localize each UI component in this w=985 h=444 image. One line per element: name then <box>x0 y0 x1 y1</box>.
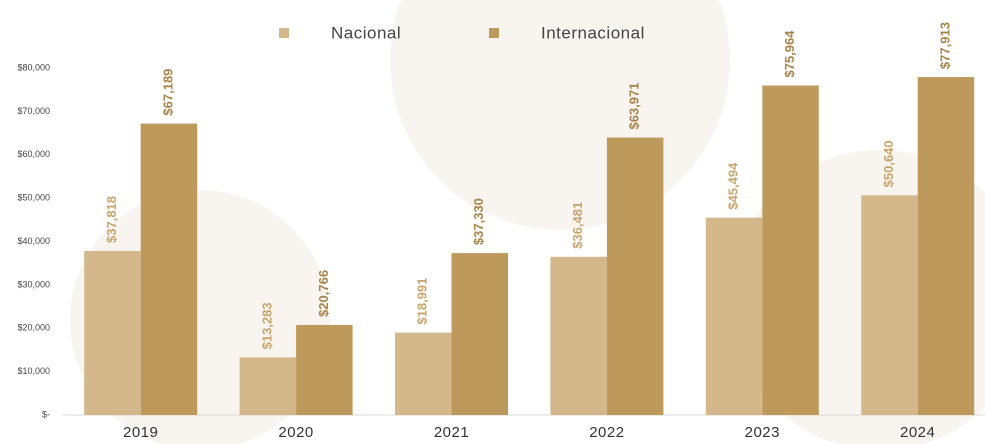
bar <box>762 85 819 415</box>
y-tick-label: $40,000 <box>17 236 50 246</box>
value-label: $67,189 <box>160 69 175 116</box>
value-label: $18,991 <box>415 278 430 325</box>
y-tick-label: $- <box>42 409 50 419</box>
x-tick-label: 2022 <box>589 424 624 441</box>
value-label: $36,481 <box>570 202 585 249</box>
value-label: $20,766 <box>316 270 331 317</box>
y-tick-label: $70,000 <box>17 106 50 116</box>
y-tick-label: $50,000 <box>17 193 50 203</box>
legend-label: Nacional <box>331 23 401 42</box>
y-tick-label: $20,000 <box>17 323 50 333</box>
y-tick-label: $80,000 <box>17 62 50 72</box>
bar <box>606 137 664 415</box>
y-tick-label: $30,000 <box>17 279 50 289</box>
value-label: $50,640 <box>881 140 896 187</box>
value-label: $77,913 <box>937 22 952 69</box>
value-label: $37,818 <box>104 196 119 243</box>
value-label: $63,971 <box>627 83 642 130</box>
bar <box>550 256 607 415</box>
bar <box>395 332 452 415</box>
y-tick-label: $60,000 <box>17 149 50 159</box>
x-tick-label: 2023 <box>745 424 780 441</box>
x-tick-label: 2020 <box>278 424 313 441</box>
bar <box>451 253 508 415</box>
value-label: $45,494 <box>725 162 740 210</box>
value-label: $75,964 <box>782 30 797 78</box>
legend-swatch <box>279 28 289 38</box>
x-tick-label: 2019 <box>123 424 158 441</box>
bar <box>239 357 297 415</box>
bar <box>917 77 975 415</box>
bar <box>84 250 141 415</box>
y-tick-label: $10,000 <box>17 366 50 376</box>
legend-label: Internacional <box>541 23 645 42</box>
bar <box>861 195 918 415</box>
x-tick-label: 2024 <box>900 424 935 441</box>
x-tick-label: 2021 <box>434 424 469 441</box>
bar <box>296 324 353 415</box>
bar <box>140 123 198 415</box>
value-label: $13,283 <box>259 302 274 349</box>
watermark <box>70 0 985 444</box>
legend-swatch <box>489 28 499 38</box>
bar <box>705 217 763 415</box>
value-label: $37,330 <box>471 198 486 245</box>
